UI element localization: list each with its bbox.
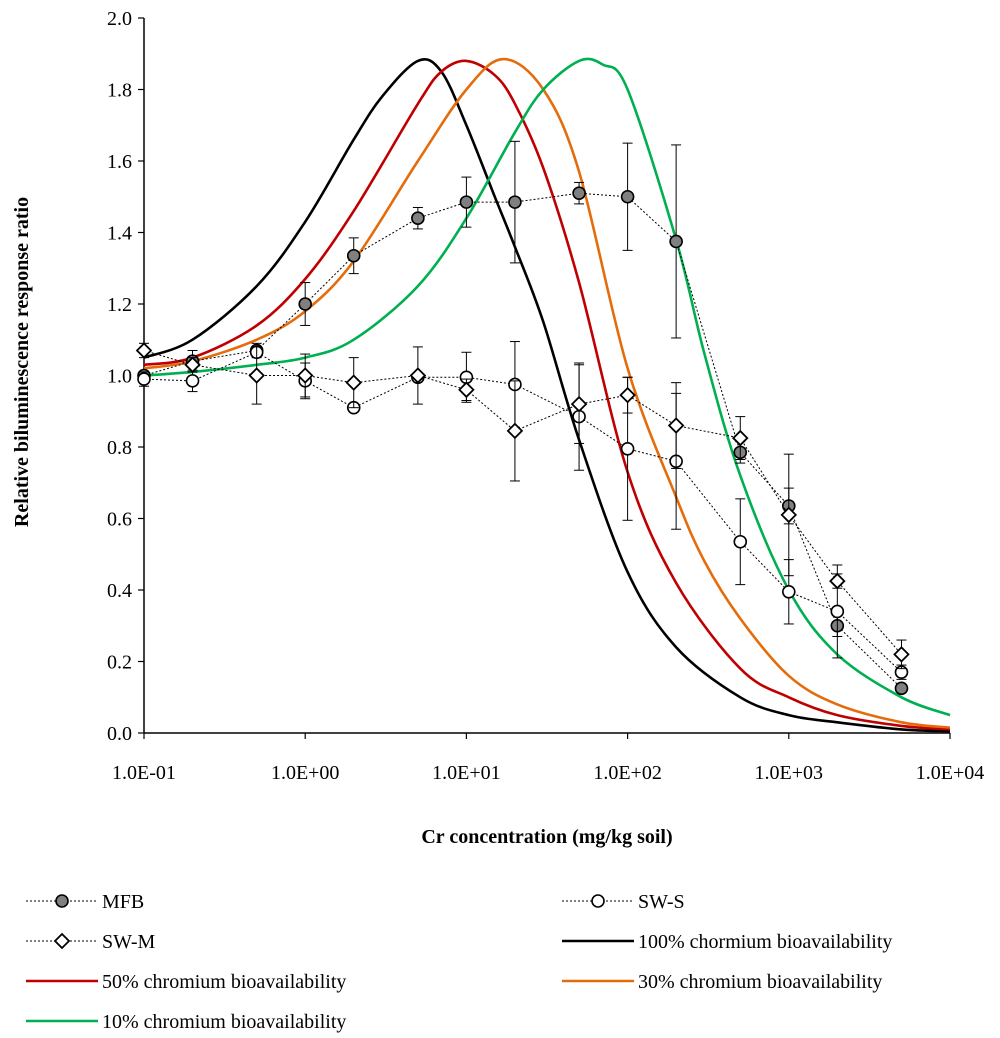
y-tick-label: 1.2	[107, 294, 132, 316]
x-tick-label: 1.0E+02	[593, 762, 662, 784]
legend: MFB SW-S SW-M 100% chormium bioavailability…	[26, 891, 892, 1033]
data-point-sw-m	[248, 367, 265, 384]
data-point-sw-m	[732, 429, 749, 447]
legend-label: 10% chromium bioavailability	[102, 1011, 346, 1033]
data-point-mfb	[620, 189, 635, 204]
legend-item-10-chromium-bioavailability: 10% chromium bioavailability	[26, 1011, 346, 1033]
data-point-sw-m	[345, 374, 362, 391]
data-point-sw-m	[409, 367, 427, 384]
x-ticks: 1.0E-01 1.0E+00 1.0E+01 1.0E+02 1.0E+03 1.0E+…	[112, 733, 984, 784]
legend-label: SW-S	[638, 891, 685, 913]
data-point-mfb	[298, 297, 313, 311]
y-ticks: 0.0 0.2 0.4 0.6 0.8 1.0 1.2 1.4 1.6 1.8 2.0	[107, 8, 144, 745]
x-tick-label: 1.0E-01	[112, 762, 176, 784]
x-axis-title: Cr concentration (mg/kg soil)	[421, 826, 672, 848]
data-point-sw-m	[184, 356, 201, 374]
y-tick-label: 1.8	[107, 80, 132, 102]
y-tick-label: 1.6	[107, 151, 132, 173]
data-point-sw-s	[137, 372, 151, 386]
y-axis-title: Relative biluminescence response ratio	[11, 197, 33, 527]
legend-marker	[591, 894, 605, 908]
series-sw-m	[135, 342, 910, 670]
curve-10-chromium-bioavailability	[143, 57, 951, 717]
data-point-sw-m	[829, 572, 846, 590]
legend-marker	[53, 932, 71, 950]
y-tick-label: 0.8	[107, 437, 132, 459]
x-tick-label: 1.0E+01	[432, 762, 501, 784]
x-tick-label: 1.0E+04	[916, 762, 985, 784]
legend-label: 30% chromium bioavailability	[638, 971, 882, 993]
data-point-sw-m	[458, 381, 475, 399]
legend-item-sw-m: SW-M	[26, 931, 156, 953]
data-point-sw-m	[296, 367, 314, 384]
series-line-sw-s	[143, 351, 902, 673]
data-point-sw-s	[620, 441, 635, 456]
y-tick-label: 0.4	[107, 580, 132, 602]
legend-label: 100% chormium bioavailability	[638, 931, 892, 953]
data-point-sw-m	[135, 342, 153, 359]
data-point-mfb	[894, 681, 909, 696]
point-series	[135, 140, 910, 696]
data-point-sw-m	[506, 422, 524, 440]
legend-item-30-chromium-bioavailability: 30% chromium bioavailability	[562, 971, 882, 993]
data-point-mfb	[508, 195, 522, 209]
legend-item-100-chormium-bioavailability: 100% chormium bioavailability	[562, 931, 892, 953]
legend-label: SW-M	[102, 931, 156, 953]
data-point-sw-m	[619, 386, 636, 404]
y-tick-label: 0.2	[107, 652, 132, 674]
y-tick-label: 0.0	[107, 723, 132, 745]
data-point-sw-m	[667, 417, 685, 434]
x-tick-label: 1.0E+00	[271, 762, 340, 784]
data-point-sw-m	[570, 395, 588, 413]
data-point-mfb	[459, 195, 474, 209]
data-point-sw-s	[781, 584, 796, 599]
legend-item-mfb: MFB	[26, 891, 144, 913]
series-line-sw-m	[143, 350, 902, 655]
legend-label: 50% chromium bioavailability	[102, 971, 346, 993]
curve-50-chromium-bioavailability	[143, 59, 951, 731]
data-point-sw-s	[733, 534, 748, 549]
data-point-sw-s	[185, 374, 200, 388]
data-point-mfb	[572, 186, 586, 200]
series-mfb	[137, 140, 909, 696]
data-point-sw-m	[780, 506, 798, 524]
data-point-mfb	[411, 211, 425, 225]
y-tick-label: 2.0	[107, 8, 132, 30]
curves	[143, 57, 951, 733]
legend-label: MFB	[102, 891, 144, 913]
y-tick-label: 1.4	[107, 223, 132, 245]
x-tick-label: 1.0E+03	[755, 762, 824, 784]
legend-item-sw-s: SW-S	[562, 891, 685, 913]
data-point-mfb	[346, 248, 361, 263]
y-tick-label: 1.0	[107, 366, 132, 388]
y-tick-label: 0.6	[107, 509, 132, 531]
legend-marker	[55, 894, 69, 908]
curve-100-chormium-bioavailability	[143, 58, 951, 733]
curve-30-chromium-bioavailability	[143, 57, 951, 729]
legend-item-50-chromium-bioavailability: 50% chromium bioavailability	[26, 971, 346, 993]
data-point-sw-s	[830, 604, 845, 619]
data-point-sw-m	[893, 646, 910, 663]
data-point-mfb	[669, 234, 683, 249]
